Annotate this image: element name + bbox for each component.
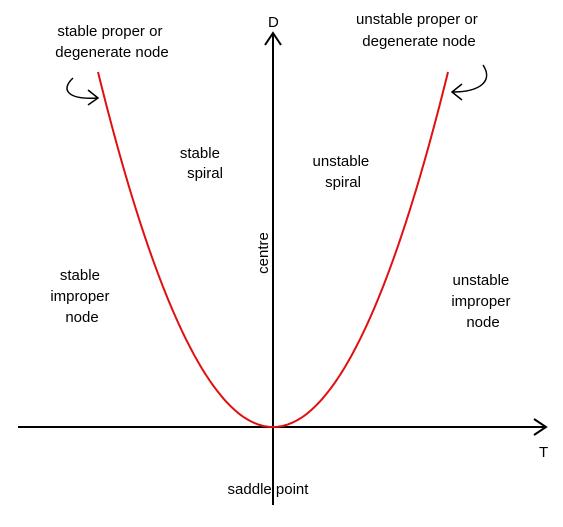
t-axis-arrowhead [533,418,548,436]
saddle-point-label: saddle point [228,481,310,498]
stable-proper-degenerate-node-label: stable proper or degenerate node [55,23,168,61]
t-axis-label: T [539,444,548,461]
unstable-improper-node-label: unstable improper node [451,272,514,331]
stable-spiral-label: stable spiral [180,145,224,182]
centre-label: centre [255,232,272,274]
unstable-spiral-label: unstable spiral [313,153,374,191]
parabola-curve [97,71,449,428]
stable-node-pointer-arrow [66,77,100,106]
unstable-proper-degenerate-node-label: unstable proper or degenerate node [356,11,482,50]
unstable-node-pointer-arrow [450,64,488,101]
d-axis-arrowhead [264,31,282,46]
d-axis-label: D [268,14,279,31]
stable-improper-node-label: stable improper node [50,267,113,326]
